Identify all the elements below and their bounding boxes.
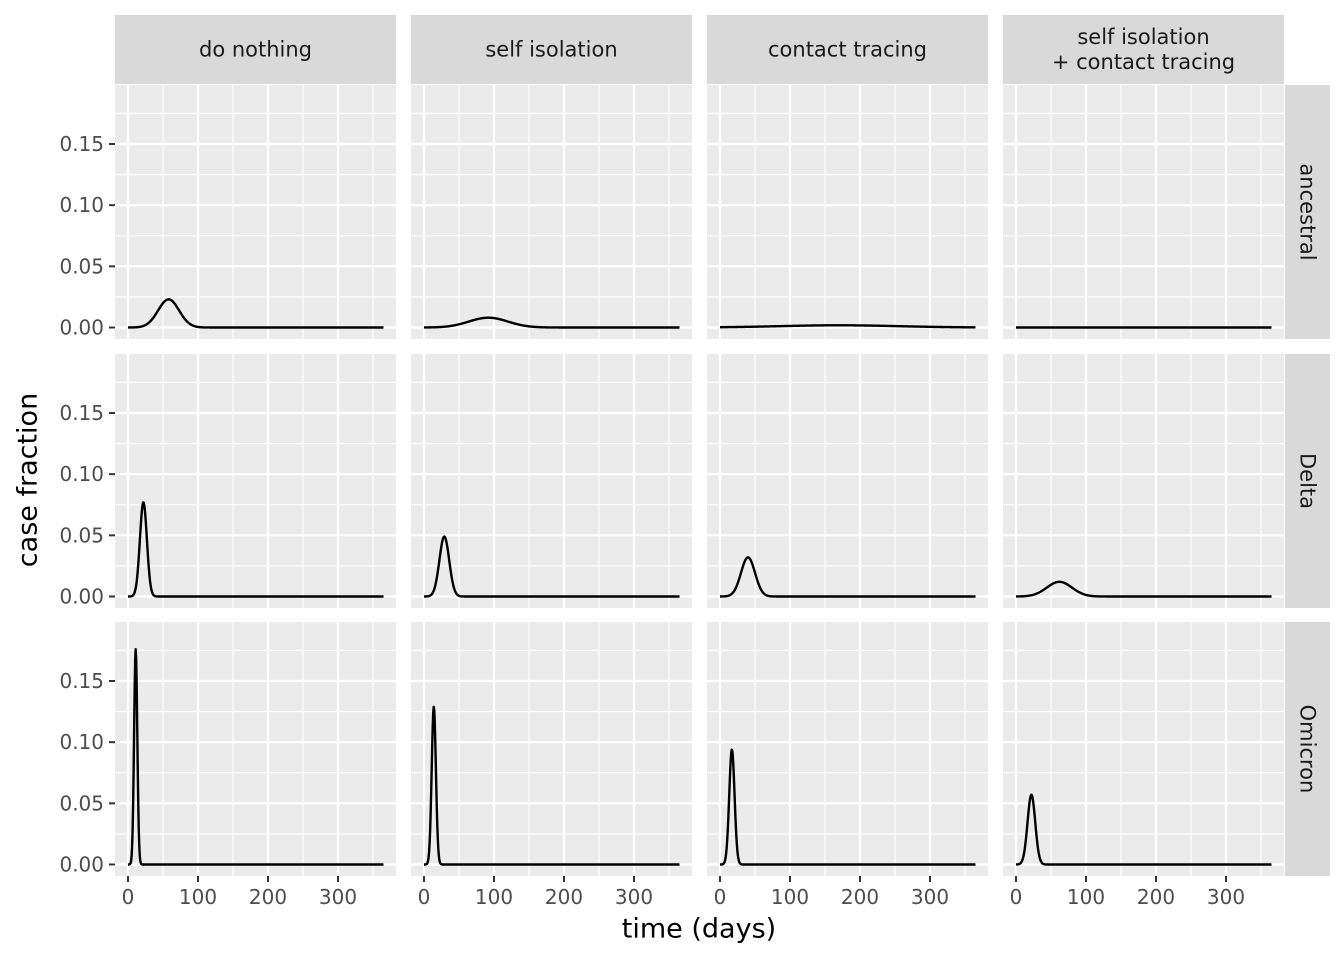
series-line [719, 324, 977, 329]
panel-ancestral-contact-tracing [707, 85, 988, 339]
panel-delta-contact-tracing [707, 354, 988, 608]
column-strip-background [115, 15, 396, 84]
series-line [127, 298, 385, 329]
x-tick-label: 100 [1067, 885, 1105, 909]
row-strip-background [1285, 85, 1330, 339]
panel-omicron-self-isolation [411, 622, 692, 876]
series-line [1015, 793, 1273, 866]
x-tick-label: 0 [122, 885, 135, 909]
series-line [423, 535, 681, 598]
column-strip-label: + contact tracing [1052, 50, 1235, 74]
series-line [127, 648, 385, 866]
column-strip-label: self isolation [1077, 25, 1209, 49]
y-tick-label: 0.10 [59, 730, 104, 754]
column-strip-self-isolation-contact-tracing: self isolation+ contact tracing [1003, 15, 1284, 84]
panel-background [115, 622, 396, 876]
x-axis-title: time (days) [622, 914, 776, 945]
column-strip-background [1003, 15, 1284, 84]
x-tick-label: 200 [249, 885, 287, 909]
y-tick-label: 0.15 [59, 132, 104, 156]
panel-ancestral-do-nothing [115, 85, 396, 339]
y-tick-label: 0.05 [59, 523, 104, 547]
x-tick-label: 200 [1137, 885, 1175, 909]
y-tick-label: 0.15 [59, 669, 104, 693]
panel-background [1003, 622, 1284, 876]
panel-delta-do-nothing [115, 354, 396, 608]
x-tick-label: 300 [319, 885, 357, 909]
series-line [1015, 580, 1273, 598]
x-tick-label: 200 [545, 885, 583, 909]
panel-omicron-contact-tracing [707, 622, 988, 876]
y-tick-label: 0.00 [59, 316, 104, 340]
panel-omicron-self-isolation-contact-tracing [1003, 622, 1284, 876]
row-strip-background [1285, 354, 1330, 608]
y-tick-label: 0.15 [59, 401, 104, 425]
panel-ancestral-self-isolation [411, 85, 692, 339]
series-line [127, 501, 385, 598]
x-tick-label: 0 [714, 885, 727, 909]
panel-ancestral-self-isolation-contact-tracing [1003, 85, 1284, 339]
panel-background [411, 622, 692, 876]
panel-background [707, 85, 988, 339]
panel-background [411, 85, 692, 339]
panel-delta-self-isolation [411, 354, 692, 608]
y-tick-label: 0.05 [59, 254, 104, 278]
panel-omicron-do-nothing [115, 622, 396, 876]
column-strip-label: do nothing [199, 38, 312, 62]
y-tick-label: 0.10 [59, 462, 104, 486]
panel-background [411, 354, 692, 608]
series-line [719, 748, 977, 866]
column-strip-label: contact tracing [768, 38, 927, 62]
row-strip-delta: Delta [1285, 354, 1330, 608]
column-strip-self-isolation: self isolation [411, 15, 692, 84]
panel-delta-self-isolation-contact-tracing [1003, 354, 1284, 608]
row-strip-background [1285, 622, 1330, 876]
series-line [423, 316, 681, 329]
y-tick-label: 0.05 [59, 791, 104, 815]
y-tick-label: 0.10 [59, 193, 104, 217]
row-strip-label: Delta [1296, 453, 1320, 509]
row-strip-omicron: Omicron [1285, 622, 1330, 876]
panel-background [707, 622, 988, 876]
series-line [423, 705, 681, 866]
panel-background [115, 354, 396, 608]
series-line [719, 556, 977, 598]
column-strip-background [707, 15, 988, 84]
x-tick-label: 200 [841, 885, 879, 909]
panel-background [1003, 85, 1284, 339]
row-strip-label: Omicron [1296, 705, 1320, 794]
y-tick-label: 0.00 [59, 853, 104, 877]
panel-background [1003, 354, 1284, 608]
column-strip-contact-tracing: contact tracing [707, 15, 988, 84]
column-strip-do-nothing: do nothing [115, 15, 396, 84]
panel-background [707, 354, 988, 608]
x-tick-label: 0 [1010, 885, 1023, 909]
row-strip-ancestral: ancestral [1285, 85, 1330, 339]
y-tick-label: 0.00 [59, 585, 104, 609]
panel-background [115, 85, 396, 339]
x-tick-label: 100 [179, 885, 217, 909]
x-tick-label: 100 [475, 885, 513, 909]
x-tick-label: 0 [418, 885, 431, 909]
x-tick-label: 300 [911, 885, 949, 909]
x-tick-label: 300 [615, 885, 653, 909]
row-strip-label: ancestral [1296, 163, 1320, 260]
column-strip-label: self isolation [485, 38, 617, 62]
column-strip-background [411, 15, 692, 84]
x-tick-label: 300 [1207, 885, 1245, 909]
y-axis-title: case fraction [13, 393, 44, 567]
x-tick-label: 100 [771, 885, 809, 909]
